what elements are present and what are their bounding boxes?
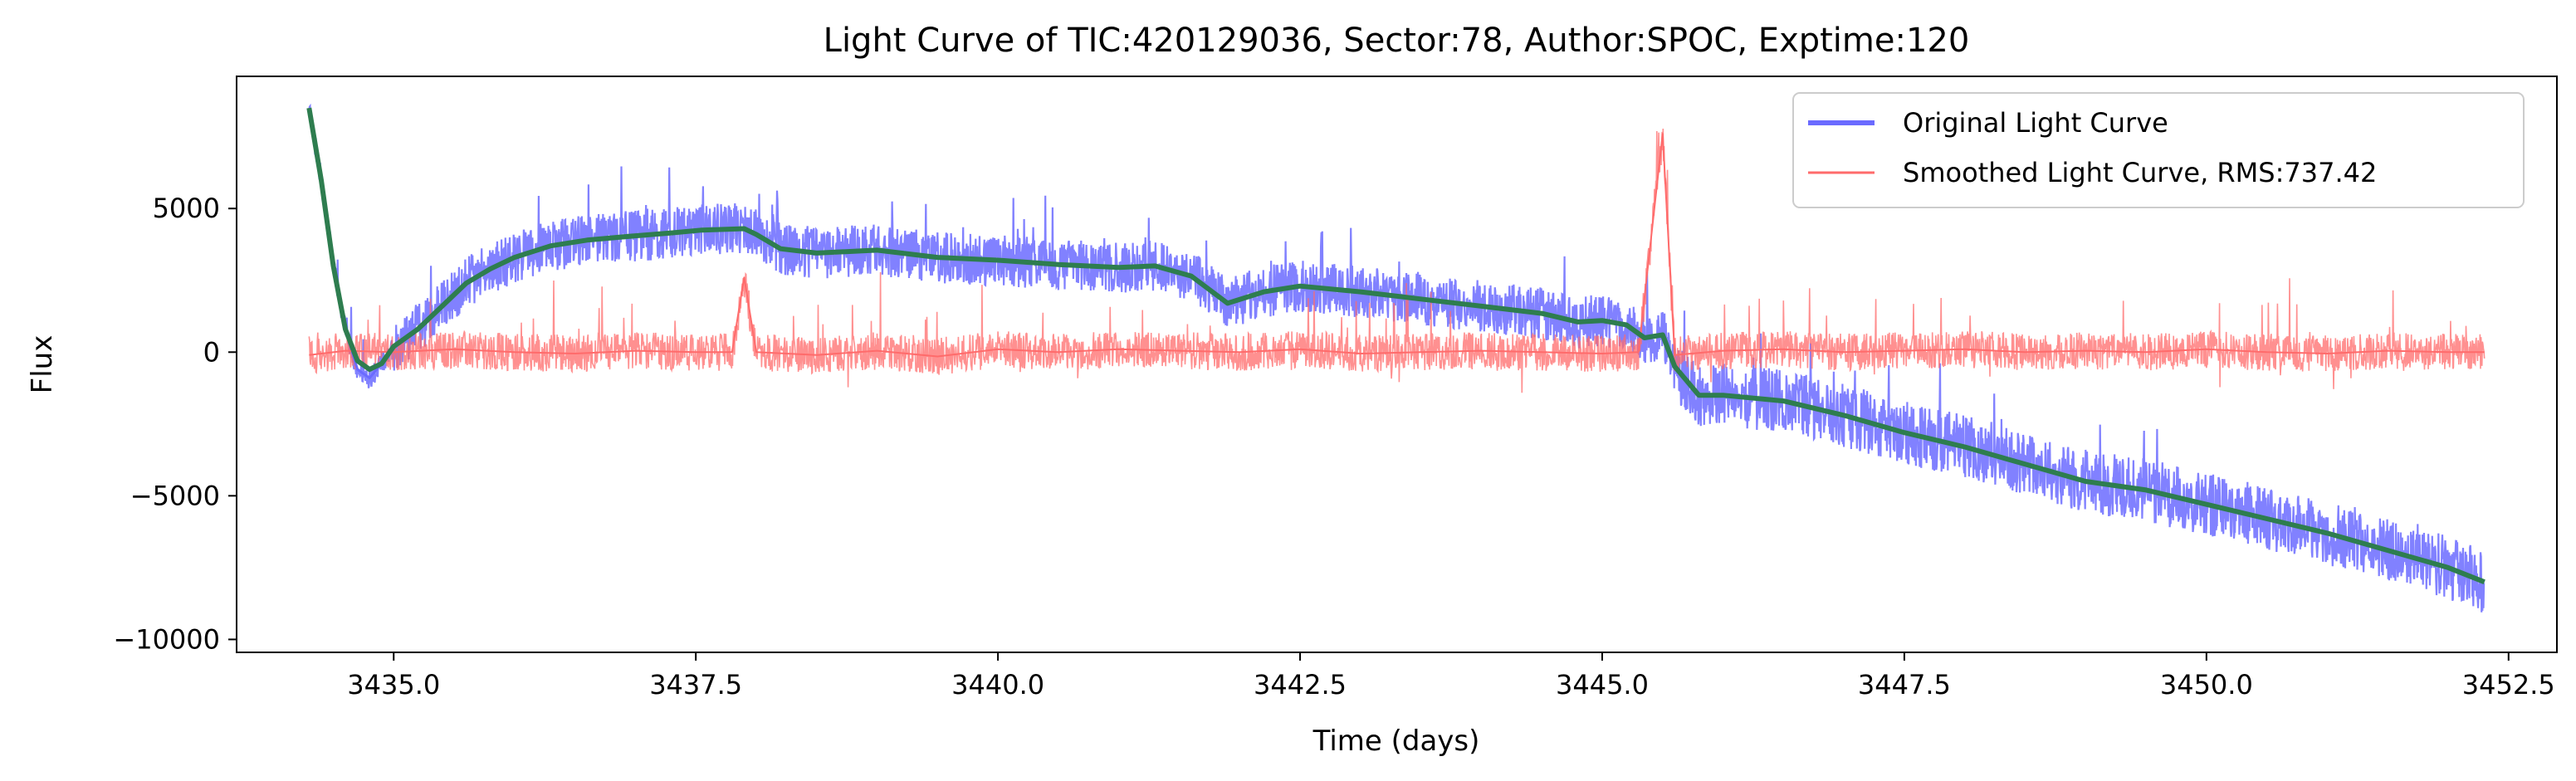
y-tick-label: 5000 [153,193,220,224]
x-axis: 3435.0 3437.5 3440.0 3442.5 3445.0 3447.5 3450… [347,652,2555,700]
y-tick-label: −10000 [113,623,220,655]
noise-layer [308,103,2486,613]
x-tick-label: 3452.5 [2462,669,2555,700]
y-axis: −10000 −5000 0 5000 [113,193,237,655]
legend-frame [1792,92,2525,208]
chart-title: Light Curve of TIC:420129036, Sector:78,… [824,22,1970,60]
y-tick-label: 0 [203,336,220,368]
x-tick-label: 3450.0 [2160,669,2253,700]
x-tick-label: 3435.0 [347,669,440,700]
x-tick-label: 3440.0 [951,669,1044,700]
legend-label-original: Original Light Curve [1903,107,2168,139]
series-trend-line [306,107,2486,584]
y-axis-label: Flux [26,335,59,394]
series-layer [306,107,2486,584]
x-tick-label: 3447.5 [1858,669,1951,700]
x-tick-label: 3442.5 [1254,669,1347,700]
x-tick-label: 3437.5 [649,669,742,700]
series-original-texture [308,103,2486,613]
x-tick-label: 3445.0 [1556,669,1649,700]
y-tick-label: −5000 [130,480,220,511]
legend-label-smoothed: Smoothed Light Curve, RMS:737.42 [1903,157,2377,188]
series-smoothed-line [309,133,2485,358]
series-smoothed-texture [308,128,2486,393]
x-axis-label: Time (days) [1312,725,1480,758]
legend: Original Light Curve Smoothed Light Curv… [1792,92,2525,208]
